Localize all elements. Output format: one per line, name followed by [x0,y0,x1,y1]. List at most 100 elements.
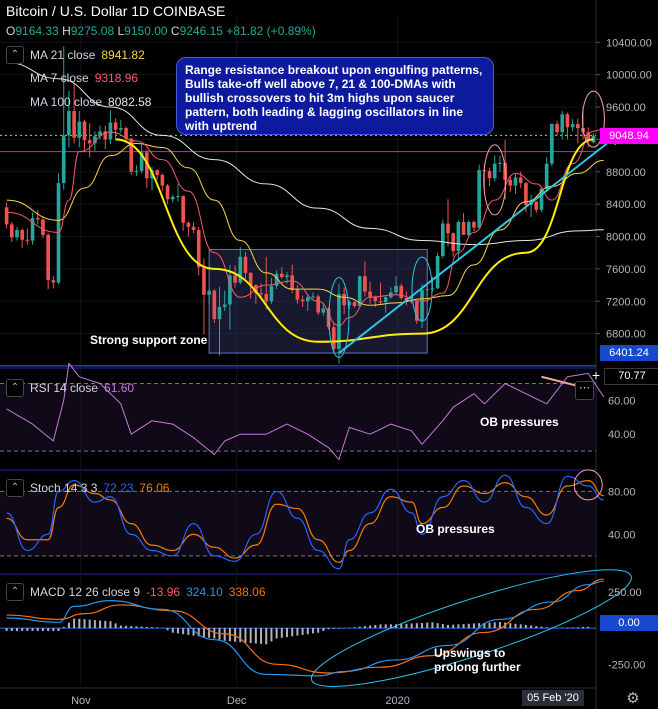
candle-body [321,308,326,313]
candle-body [513,177,518,186]
chevron-up-icon[interactable]: ⌃ [6,479,24,497]
candle [477,164,481,229]
legend-ma7[interactable]: MA 7 close 9318.96 [30,71,138,85]
macd-hist-bar [291,628,294,637]
candle [207,289,211,306]
candle [456,220,461,261]
legend-stoch[interactable]: ⌃ Stoch 14 3 3 72.23 76.06 [6,479,169,497]
macd-pane[interactable] [0,550,640,707]
candle [9,221,14,243]
stoch-k-value: 72.23 [103,481,134,495]
candle-body [300,299,305,302]
more-options-button[interactable]: ⋯ [575,381,594,400]
macd-hist-bar [306,628,309,635]
candle-body [233,275,237,283]
candle [202,258,206,335]
candle-body [165,185,170,200]
candle-body [51,280,56,283]
macd-hist-bar [519,624,522,629]
candle-body [316,296,320,313]
legend-rsi[interactable]: ⌃ RSI 14 close 61.60 [6,379,134,397]
stoch-highlight-ellipse [573,469,603,501]
candle-body [534,201,539,210]
low-label: L [117,24,125,38]
macd-hist-bar [47,628,50,631]
stoch-label: Stoch 14 3 3 [30,481,98,495]
price-pane[interactable] [0,46,622,367]
candle [87,123,92,158]
macd-hist-bar [130,626,133,629]
rsi-pane[interactable] [0,362,605,461]
legend-ma21[interactable]: ⌃ MA 21 close 8941.82 [6,46,145,64]
candle [233,265,237,288]
settings-gear-icon[interactable]: ⚙ [626,690,640,707]
macd-tick-label: -250.00 [608,659,645,671]
candle-body [555,124,559,133]
close-value: 9246.15 [179,24,223,38]
macd-hist-bar [540,626,543,629]
stoch-d-value: 76.06 [139,481,170,495]
candle-body [357,276,362,307]
macd-hist-bar [358,626,361,629]
candle [446,199,450,247]
y-tick-label: 8000.00 [606,232,646,244]
open-value: 9164.33 [15,24,59,38]
candle [378,282,383,305]
candle [487,167,492,187]
legend-macd[interactable]: ⌃ MACD 12 26 close 9 -13.96 324.10 338.0… [6,583,266,601]
candle-body [461,221,466,235]
chevron-up-icon[interactable]: ⌃ [6,46,24,64]
candle-body [4,207,9,225]
candle [170,194,175,203]
candle [425,285,430,296]
candle [544,157,549,192]
macd-line [6,580,604,677]
macd-hist-bar [10,628,13,631]
candle-body [539,188,544,210]
time-axis[interactable]: Nov Dec 2020 [71,695,410,707]
macd-hist-bar [15,628,18,631]
ma7-line [6,128,604,327]
macd-hist-bar [488,622,491,629]
stoch-d-line [6,480,604,563]
change-value: +81.82 (+0.89%) [226,24,316,38]
candle [274,270,279,290]
candle-body [212,290,217,320]
candle-body [25,239,30,241]
candle [461,213,466,235]
saucer-curve [115,138,594,343]
candle [342,287,346,315]
candle [550,123,554,167]
ma7-value: 9318.96 [94,71,139,85]
candle [139,144,144,174]
candle-body [560,114,565,133]
candle-body [87,140,92,144]
crosshair-icon[interactable]: + [591,367,601,383]
candle [415,300,419,324]
macd-hist-bar [93,620,96,629]
candle-body [472,221,476,228]
candle [331,322,336,353]
candle [25,228,30,245]
candle [280,267,284,279]
candle [4,202,9,229]
candle [311,292,315,299]
macd-hist-bar [363,626,366,629]
legend-ma100[interactable]: MA 100 close 8082.58 [30,95,151,109]
highlight-ellipse [581,90,605,148]
candle-body [202,267,206,295]
candle-body [570,124,575,128]
candle [565,112,570,140]
macd-label: MACD 12 26 close 9 [30,585,141,599]
price-axis[interactable]: 6800.00 7200.00 7600.00 8000.00 8400.00 8800.… [596,37,652,671]
candle-body [290,275,295,290]
candle [103,125,108,150]
candle-body [46,234,50,281]
macd-hist-bar [57,628,60,631]
candle-body [518,177,523,184]
candle [368,281,372,304]
stoch-pane[interactable] [0,469,604,570]
macd-hist-bar [125,625,128,629]
chevron-up-icon[interactable]: ⌃ [6,583,24,601]
chevron-up-icon[interactable]: ⌃ [6,379,24,397]
